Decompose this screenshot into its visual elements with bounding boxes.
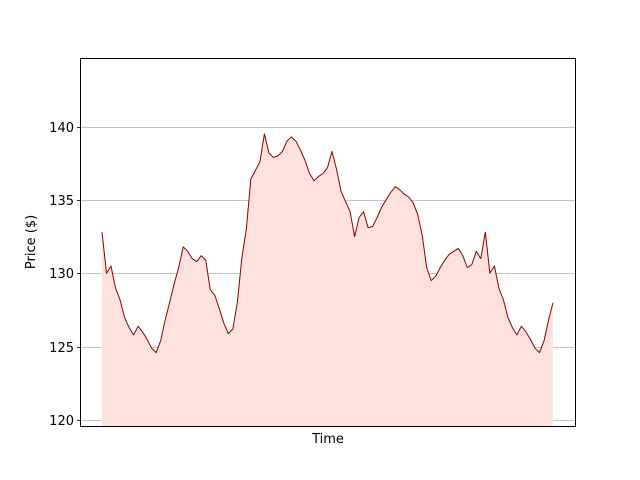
y-tick-label: 130 [49,267,74,282]
price-area [101,133,554,426]
y-axis-label: Price ($) [24,215,39,269]
y-axis: 120 125 130 135 140 [49,121,81,429]
y-tick-label: 140 [49,121,74,136]
y-tick-label: 120 [49,414,74,429]
y-tick-label: 125 [49,341,74,356]
plot-frame [80,58,576,427]
y-tick-label: 135 [49,194,74,209]
price-area-fill [102,133,553,426]
price-line [101,133,554,354]
x-axis-label: Time [311,432,344,447]
